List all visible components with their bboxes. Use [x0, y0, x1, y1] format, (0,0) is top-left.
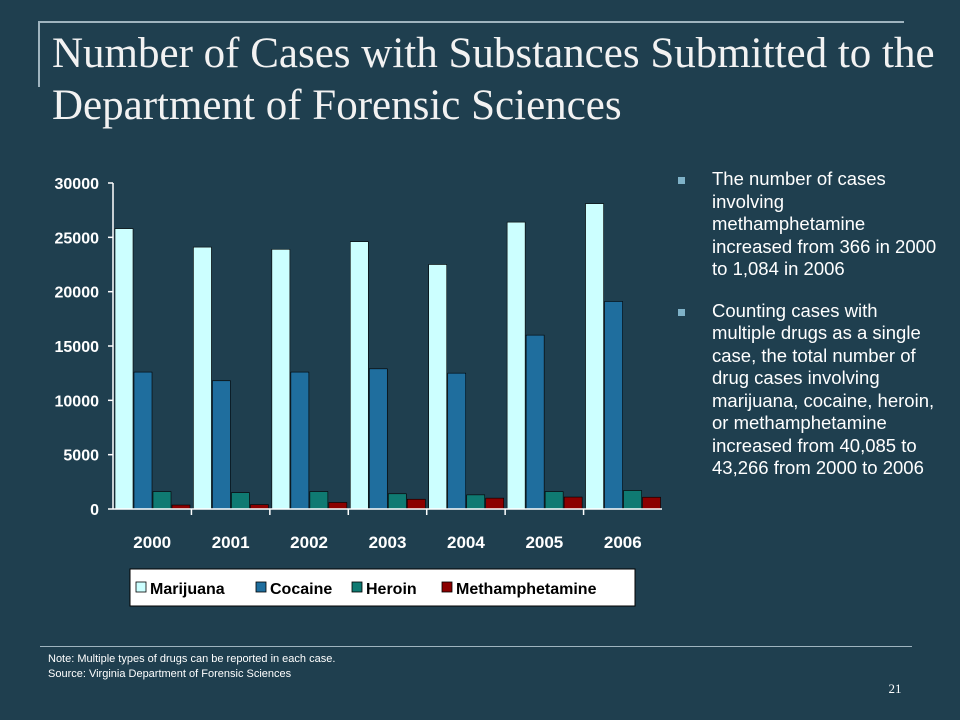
bar-heroin-2003	[387, 493, 407, 510]
legend-label-marijuana: Marijuana	[150, 581, 225, 598]
bar-marijuana-2005	[506, 221, 526, 510]
bullet-square-icon	[678, 177, 685, 184]
y-tick-label: 5000	[63, 448, 99, 465]
bar-cocaine-2001	[212, 380, 231, 510]
x-tick-label: 2001	[212, 533, 250, 552]
bar-cocaine-2005	[525, 334, 545, 510]
left-rule	[38, 21, 40, 87]
y-tick-label: 30000	[55, 176, 100, 193]
legend-label-heroin: Heroin	[366, 581, 417, 598]
y-tick-label: 15000	[55, 339, 100, 356]
source-text: Source: Virginia Department of Forensic …	[48, 668, 292, 680]
legend-swatch-heroin	[351, 581, 363, 593]
y-tick-label: 20000	[55, 285, 100, 302]
bar-methamphetamine-2003	[406, 498, 426, 510]
bullet-square-icon	[678, 308, 685, 316]
legend-items: Marijuana Cocaine Heroin Methamphetamine	[135, 581, 597, 598]
bar-heroin-2004	[466, 494, 486, 510]
page-number: 21	[888, 681, 902, 696]
bottom-rule	[40, 646, 912, 647]
legend-box	[129, 568, 636, 607]
bar-methamphetamine-2004	[485, 497, 505, 510]
bar-cocaine-2004	[447, 372, 467, 510]
legend-swatch-cocaine	[255, 581, 267, 593]
bar-heroin-2002	[309, 491, 329, 510]
y-tick-label: 0	[90, 502, 99, 519]
bullet-item: Counting cases with multiple drugs as a …	[678, 300, 940, 480]
legend-swatch-methamphetamine	[441, 581, 453, 593]
bar-cocaine-2003	[368, 368, 388, 510]
top-rule	[38, 21, 904, 23]
legend-swatch-marijuana	[135, 581, 147, 593]
x-tick-label: 2006	[604, 533, 642, 552]
bullet-item: The number of cases involving methamphet…	[678, 168, 940, 281]
x-tick-label: 2003	[369, 533, 407, 552]
footnote: Note: Multiple types of drugs can be rep…	[48, 652, 335, 682]
bar-cocaine-2006	[604, 301, 623, 510]
bar-cocaine-2002	[290, 371, 310, 510]
bullet-list: The number of cases involving methamphet…	[678, 168, 940, 499]
x-tick-label: 2000	[133, 533, 171, 552]
bar-marijuana-2003	[349, 241, 369, 510]
bar-marijuana-2006	[585, 203, 604, 510]
bar-methamphetamine-2002	[328, 502, 348, 510]
bar-heroin-2005	[544, 491, 564, 510]
bar-heroin-2006	[623, 490, 642, 510]
bullet-text: The number of cases involving methamphet…	[712, 168, 937, 279]
note-text: Note: Multiple types of drugs can be rep…	[48, 653, 336, 665]
legend-label-cocaine: Cocaine	[270, 581, 332, 598]
bar-methamphetamine-2006	[642, 496, 661, 510]
bar-cocaine-2000	[133, 371, 153, 510]
bar-marijuana-2001	[193, 246, 212, 510]
bar-methamphetamine-2005	[563, 496, 583, 510]
y-tick-label: 25000	[55, 230, 100, 247]
bar-marijuana-2000	[114, 228, 134, 510]
y-tick-group: 0 5000 10000 15000 20000 25000 30000	[55, 176, 113, 519]
bar-heroin-2001	[231, 492, 250, 510]
legend-label-methamphetamine: Methamphetamine	[456, 581, 597, 598]
y-tick-label: 10000	[55, 393, 100, 410]
bullet-text: Counting cases with multiple drugs as a …	[712, 299, 935, 479]
bar-heroin-2000	[152, 491, 172, 510]
x-tick-label: 2002	[290, 533, 328, 552]
bar-marijuana-2002	[271, 248, 291, 510]
bar-group	[114, 203, 661, 510]
slide-title: Number of Cases with Substances Submitte…	[52, 30, 935, 129]
x-tick-group: 2000 2001 2002 2003 2004 2005 2006	[133, 509, 642, 552]
bar-marijuana-2004	[428, 264, 448, 510]
legend: Marijuana Cocaine Heroin Methamphetamine	[129, 568, 636, 607]
x-tick-label: 2005	[525, 533, 563, 552]
x-tick-label: 2004	[447, 533, 485, 552]
